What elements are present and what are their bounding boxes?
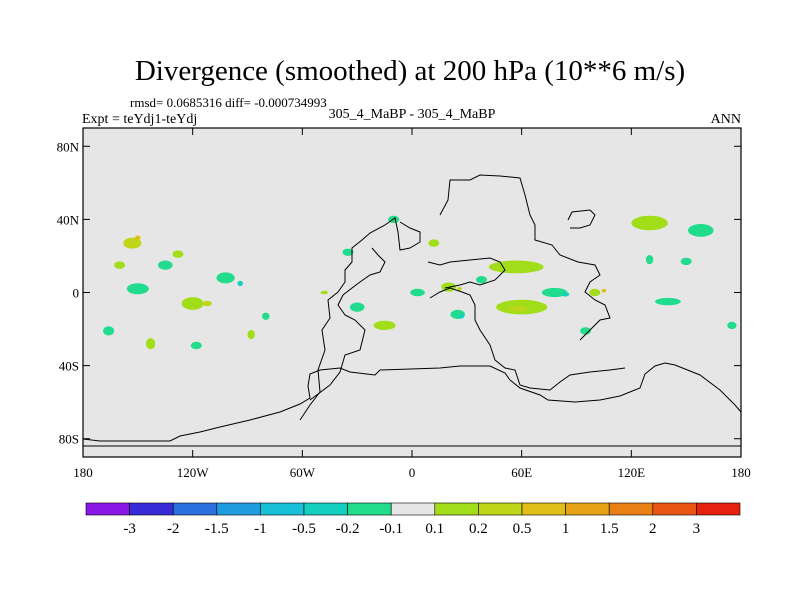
chart-title: Divergence (smoothed) at 200 hPa (10**6 … (135, 55, 685, 87)
season-label: ANN (711, 112, 741, 127)
x-tick-label-1: 120W (177, 465, 210, 480)
colorbar-swatch-11 (565, 502, 610, 516)
anomaly-blob-32 (589, 288, 601, 297)
anomaly-blob-24 (476, 276, 487, 284)
anomaly-blob-7 (126, 283, 149, 295)
anomaly-blob-14 (262, 312, 270, 320)
x-axis: 180 120W 60W 0 60E 120E 180 (73, 128, 751, 480)
coastline-america-east (309, 247, 386, 401)
colorbar-swatch-1 (129, 502, 174, 516)
case-label: 305_4_MaBP - 305_4_MaBP (329, 107, 496, 122)
anomaly-blob-34 (580, 327, 592, 335)
colorbar-label-9: 0.5 (513, 521, 532, 537)
anomaly-blob-38 (680, 257, 692, 266)
coastline-africa (429, 287, 626, 391)
y-axis: 80N 40N 0 40S 80S (57, 139, 741, 447)
coastline-north-africa-rim (427, 257, 506, 289)
anomaly-blob-36 (688, 224, 714, 237)
coastline-eurasia (439, 174, 611, 341)
anomaly-blob-31 (561, 292, 570, 297)
experiment-label: Expt = teYdj1-teYdj (82, 112, 197, 127)
x-tick-label-3: 0 (409, 465, 416, 480)
colorbar-swatch-10 (521, 502, 566, 516)
anomaly-blob-33 (601, 288, 607, 293)
colorbar-label-3: -1 (254, 521, 267, 537)
anomaly-blob-8 (181, 297, 204, 310)
y-tick-label-4: 80S (59, 432, 79, 447)
anomaly-layer (103, 215, 737, 350)
anomaly-blob-16 (320, 290, 328, 295)
coastlines (82, 174, 742, 447)
stats-text: rmsd= 0.0685316 diff= -0.000734993 (130, 95, 327, 110)
anomaly-blob-28 (508, 306, 528, 312)
colorbar-swatch-3 (216, 502, 261, 516)
anomaly-blob-0 (123, 237, 142, 249)
coastline-antarctica (82, 362, 742, 442)
colorbar-label-2: -1.5 (205, 521, 229, 537)
anomaly-blob-20 (373, 320, 396, 330)
anomaly-blob-30 (541, 287, 568, 298)
anomaly-blob-23 (457, 287, 462, 291)
x-tick-label-0: 180 (73, 465, 93, 480)
anomaly-blob-15 (342, 248, 354, 256)
anomaly-blob-6 (237, 280, 243, 287)
colorbar-swatch-4 (260, 502, 305, 516)
anomaly-blob-39 (655, 297, 681, 306)
anomaly-blob-11 (146, 338, 156, 350)
colorbar-label-7: 0.1 (425, 521, 444, 537)
colorbar-label-13: 3 (693, 521, 701, 537)
plot-area (82, 127, 742, 458)
y-tick-label-2: 0 (73, 286, 80, 301)
y-tick-label-3: 40S (59, 359, 79, 374)
colorbar-swatch-2 (172, 502, 218, 516)
anomaly-blob-29 (488, 260, 544, 274)
x-tick-label-5: 120E (618, 465, 646, 480)
colorbar-label-0: -3 (123, 521, 136, 537)
colorbar-swatch-0 (85, 502, 130, 516)
coastline-japan-shelf (567, 209, 596, 229)
anomaly-blob-13 (247, 329, 255, 340)
anomaly-blob-10 (103, 326, 115, 336)
colorbar-label-5: -0.2 (336, 521, 360, 537)
anomaly-blob-35 (631, 215, 668, 231)
anomaly-blob-12 (190, 341, 202, 350)
anomaly-blob-37 (645, 255, 654, 265)
colorbar-label-4: -0.5 (292, 521, 316, 537)
anomaly-blob-1 (135, 235, 141, 240)
colorbar-label-11: 1.5 (600, 521, 619, 537)
colorbar-swatch-5 (303, 502, 348, 516)
colorbar-label-1: -2 (167, 521, 180, 537)
colorbar-label-6: -0.1 (379, 521, 403, 537)
colorbar-label-12: 2 (649, 521, 657, 537)
anomaly-blob-18 (428, 239, 440, 247)
colorbar-label-10: 1 (562, 521, 570, 537)
colorbar-swatch-12 (608, 502, 654, 516)
x-tick-label-4: 60E (511, 465, 532, 480)
colorbar: -3 -2 -1.5 -1 -0.5 -0.2 -0.1 0.1 0.2 0.5 1 1.5 2 3 (85, 502, 741, 537)
anomaly-blob-2 (114, 261, 126, 269)
coastline-americas (299, 217, 421, 421)
x-tick-label-6: 180 (731, 465, 751, 480)
anomaly-blob-40 (727, 321, 737, 330)
anomaly-blob-3 (158, 260, 173, 270)
colorbar-swatch-8 (434, 502, 479, 516)
anomaly-blob-19 (349, 302, 365, 312)
anomaly-blob-21 (410, 288, 425, 297)
colorbar-swatch-6 (347, 502, 392, 516)
anomaly-blob-26 (458, 314, 464, 319)
colorbar-swatch-9 (478, 502, 523, 516)
y-tick-label-0: 80N (57, 139, 80, 154)
x-tick-label-2: 60W (290, 465, 316, 480)
y-tick-label-1: 40N (57, 212, 80, 227)
colorbar-swatch-14 (696, 502, 741, 516)
colorbar-swatch-13 (652, 502, 697, 516)
anomaly-blob-4 (172, 250, 184, 258)
colorbar-label-8: 0.2 (469, 521, 488, 537)
anomaly-blob-5 (216, 272, 235, 284)
anomaly-blob-9 (202, 300, 212, 307)
colorbar-swatch-7 (390, 502, 436, 516)
